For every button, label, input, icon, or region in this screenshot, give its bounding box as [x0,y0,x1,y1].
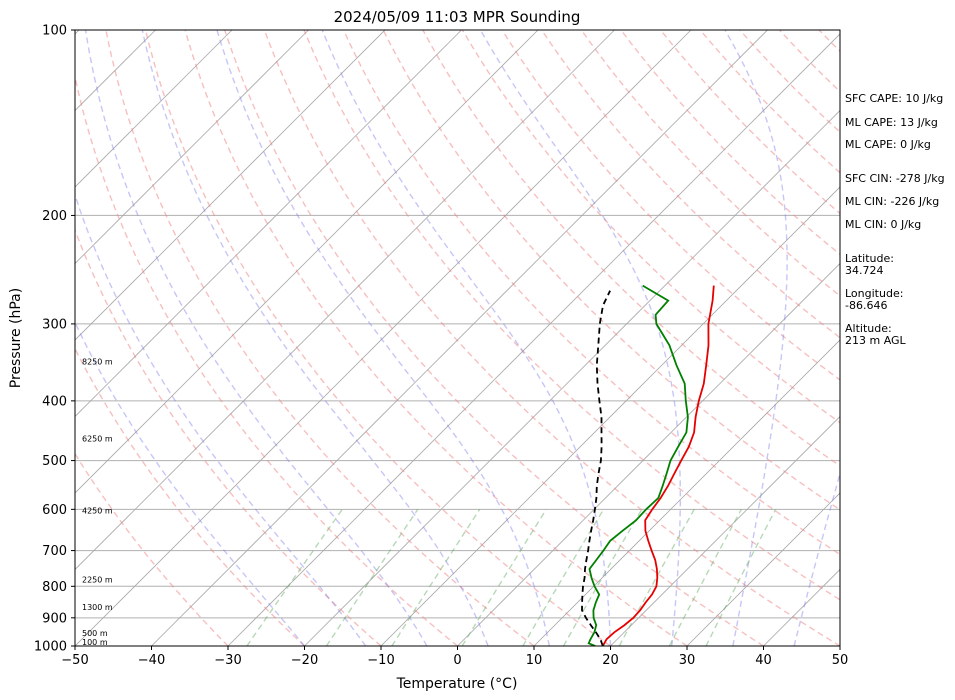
dewpoint-profile-line [587,284,689,646]
height-label: 2250 m [82,576,113,585]
mixing-ratio-line [461,508,547,646]
background-lines [0,30,840,646]
ml-cape-text: ML CAPE: 13 J/kg [845,116,938,129]
height-label: 500 m [82,629,108,638]
isotherm-line [75,30,309,265]
y-tick-label: 500 [42,454,67,469]
longitude-text: Longitude: -86.646 [845,287,904,312]
y-tick-label: 1000 [34,640,67,655]
dry-adiabat-line [75,73,458,646]
mixing-ratio-line [668,508,742,646]
moist-adiabat-line [75,192,367,646]
y-tick-label: 400 [42,394,67,409]
x-tick-label: 50 [832,653,849,668]
x-tick-label: 30 [679,653,696,668]
isotherm-line [75,30,615,571]
parcel-profile-line [581,290,611,646]
y-tick-label: 200 [42,209,67,224]
isotherm-line [75,30,692,646]
height-label: 100 m [82,638,108,647]
isotherm-line [151,30,768,646]
isotherm-line [0,30,3,646]
sfc-cin-text: SFC CIN: -278 J/kg [845,172,945,185]
dry-adiabat-line [105,30,535,646]
dry-adiabat-line [224,30,764,646]
latitude-text: Latitude: 34.724 [845,252,894,277]
sfc-cape-text: SFC CAPE: 10 J/kg [845,92,944,105]
isotherm-line [304,109,840,646]
ml-cin-text: ML CIN: -226 J/kg [845,195,940,208]
x-axis-ticks: −50 −40 −30 −20 −10 0 10 20 30 40 50 [61,646,848,668]
moist-adiabat-line [216,30,550,646]
x-tick-label: 0 [453,653,461,668]
y-axis-title: Pressure (hPa) [8,288,24,388]
dry-adiabat-line [580,30,840,297]
mixing-ratio-line [522,508,605,646]
moist-adiabat-line [84,30,428,646]
dry-adiabat-line [75,452,229,646]
mixing-ratio-line [562,508,643,646]
isotherm-line [75,30,233,188]
isotherm-line [75,30,386,341]
dry-adiabat-line [144,30,611,646]
dry-adiabat-line [342,30,840,556]
height-label: 6250 m [82,434,113,443]
x-tick-label: −50 [61,653,88,668]
mixing-ratio-line [391,508,481,646]
y-tick-label: 100 [42,24,67,39]
isotherm-line [75,30,539,494]
dry-adiabat-line [184,30,688,646]
y-tick-label: 700 [42,544,67,559]
temperature-profile-line [602,285,715,646]
mixing-ratio-line [705,508,777,646]
dry-adiabat-line [382,30,840,511]
x-tick-label: −10 [367,653,394,668]
mixing-ratio-line [618,508,695,646]
y-tick-label: 800 [42,580,67,595]
dry-adiabat-line [303,30,840,601]
isotherm-line [227,33,840,646]
x-tick-label: −40 [138,653,165,668]
isotherm-line [686,492,840,646]
dry-adiabat-line [75,228,382,646]
x-tick-label: 10 [526,653,543,668]
plot-frame [74,29,841,647]
series-group [581,284,715,646]
height-label: 4250 m [82,507,113,516]
chart-title: 2024/05/09 11:03 MPR Sounding [334,8,581,26]
isotherm-line [75,30,462,418]
x-tick-label: 40 [755,653,772,668]
isotherm-line [533,339,840,646]
ml-cin-text-2: ML CIN: 0 J/kg [845,218,922,231]
y-tick-label: 900 [42,611,67,626]
dry-adiabat-line [422,30,840,467]
moist-adiabat-line [793,471,840,646]
ml-cape-text-2: ML CAPE: 0 J/kg [845,138,931,151]
mixing-ratio-line [246,508,343,646]
isotherm-line [610,415,840,646]
altitude-text: Altitude: 213 m AGL [845,322,906,347]
dry-adiabat-line [263,30,840,646]
y-tick-label: 300 [42,317,67,332]
x-tick-label: −20 [291,653,318,668]
moist-adiabat-line [321,30,612,646]
x-tick-label: −30 [214,653,241,668]
isotherm-line [457,262,840,646]
x-tick-label: 20 [602,653,619,668]
y-tick-label: 600 [42,503,67,518]
dry-adiabat-line [75,347,305,646]
height-label: 8250 m [82,357,113,366]
y-axis-ticks: 100 200 300 400 500 600 700 800 900 1000 [34,24,75,655]
mixing-ratio-line [325,508,419,646]
x-axis-title: Temperature (°C) [396,676,518,692]
moist-adiabat-line [724,30,788,646]
isotherm-line [380,186,840,646]
moist-adiabat-line [479,30,681,646]
height-label: 1300 m [82,603,113,612]
